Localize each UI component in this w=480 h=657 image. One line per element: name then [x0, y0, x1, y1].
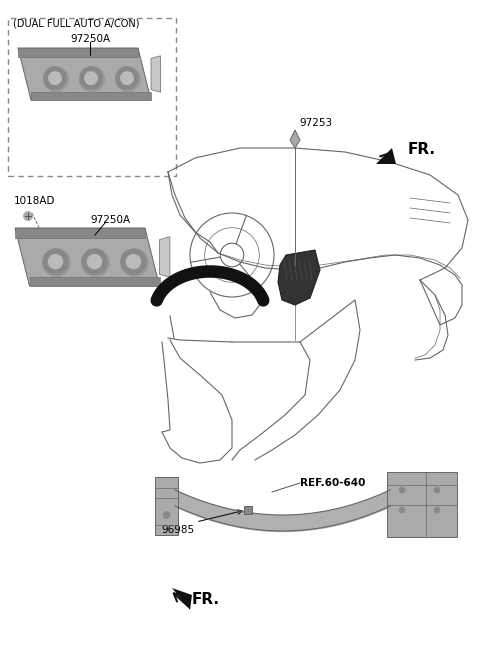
Polygon shape	[172, 588, 192, 610]
Polygon shape	[15, 228, 145, 238]
Circle shape	[43, 249, 70, 277]
Text: (DUAL FULL AUTO A/CON): (DUAL FULL AUTO A/CON)	[13, 19, 140, 29]
Circle shape	[120, 72, 133, 85]
Polygon shape	[159, 237, 170, 277]
Circle shape	[399, 487, 405, 493]
Polygon shape	[290, 130, 300, 148]
Text: FR.: FR.	[192, 593, 220, 608]
Polygon shape	[376, 148, 396, 164]
Circle shape	[163, 512, 170, 518]
Circle shape	[87, 255, 101, 269]
Circle shape	[44, 67, 69, 91]
Bar	[155, 477, 178, 535]
Circle shape	[82, 249, 109, 277]
Bar	[8, 18, 176, 176]
Circle shape	[116, 67, 141, 91]
Text: 1018AD: 1018AD	[14, 196, 56, 206]
Circle shape	[43, 249, 68, 275]
Circle shape	[121, 249, 146, 275]
Text: FR.: FR.	[408, 143, 436, 158]
Circle shape	[434, 487, 440, 493]
Circle shape	[80, 67, 105, 91]
Circle shape	[84, 72, 97, 85]
Polygon shape	[151, 56, 161, 92]
Circle shape	[116, 67, 138, 89]
Text: 96985: 96985	[161, 525, 194, 535]
Circle shape	[48, 72, 61, 85]
Text: 97253: 97253	[299, 118, 332, 128]
Circle shape	[24, 212, 33, 221]
Polygon shape	[15, 228, 159, 286]
Polygon shape	[31, 92, 151, 100]
Polygon shape	[29, 277, 159, 286]
Polygon shape	[18, 48, 151, 100]
Circle shape	[127, 255, 141, 269]
Text: REF.60-640: REF.60-640	[300, 478, 365, 488]
Bar	[387, 472, 457, 537]
Polygon shape	[278, 250, 320, 305]
Circle shape	[44, 67, 66, 89]
Polygon shape	[18, 48, 138, 57]
Circle shape	[82, 249, 107, 275]
Circle shape	[48, 255, 62, 269]
Circle shape	[121, 249, 148, 277]
Text: 97250A: 97250A	[90, 215, 130, 225]
Circle shape	[434, 507, 440, 513]
Circle shape	[80, 67, 102, 89]
Bar	[244, 506, 252, 514]
Text: 97250A: 97250A	[70, 34, 110, 44]
Circle shape	[399, 507, 405, 513]
